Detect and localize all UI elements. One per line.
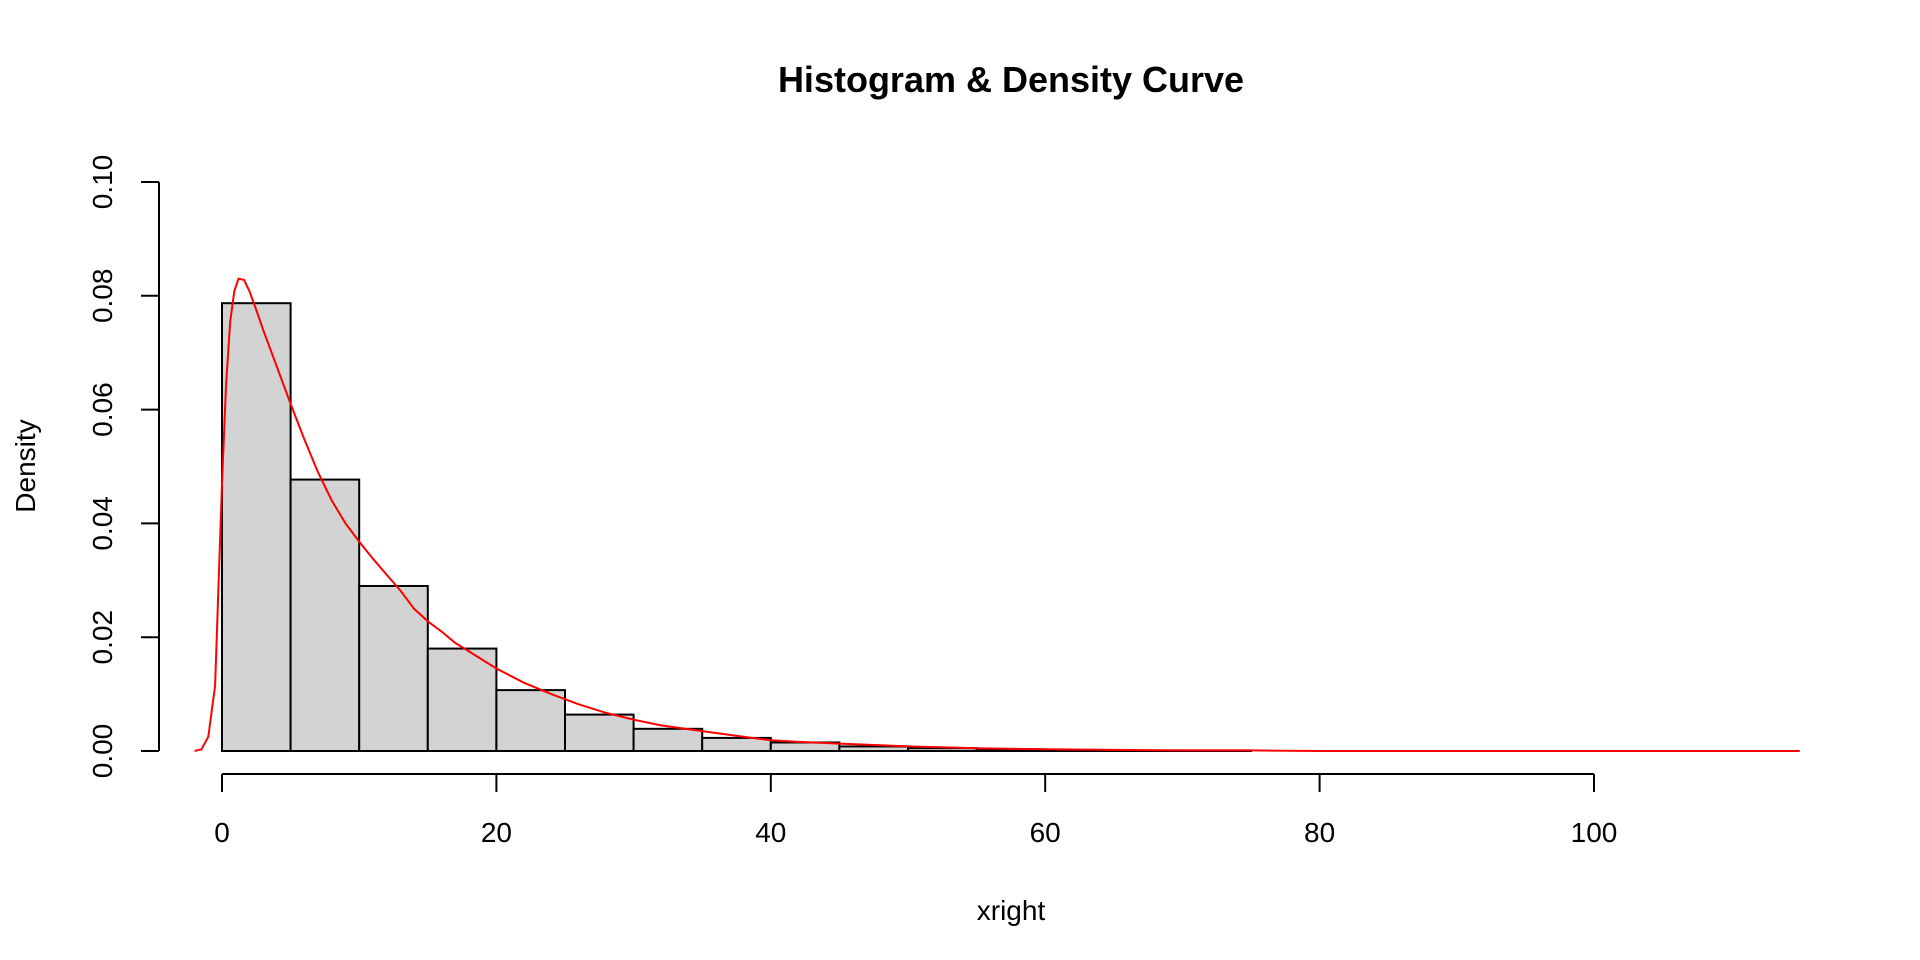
- x-tick-label: 100: [1571, 817, 1618, 848]
- histogram-bar: [426, 647, 498, 753]
- x-axis: 0 20 40 60 80 100: [214, 773, 1618, 848]
- histogram-bar: [221, 302, 292, 752]
- y-tick-label: 0.08: [87, 269, 118, 324]
- histogram-bar: [564, 713, 635, 752]
- y-tick-label: 0.10: [87, 155, 118, 210]
- x-tick-label: 40: [755, 817, 786, 848]
- histogram-bar: [838, 745, 910, 752]
- y-tick-label: 0.00: [87, 724, 118, 779]
- histogram-bar: [495, 689, 566, 753]
- x-tick-label: 0: [214, 817, 230, 848]
- x-tick-label: 20: [481, 817, 512, 848]
- y-axis: 0.00 0.02 0.04 0.06 0.08 0.10: [87, 155, 160, 779]
- y-axis-label: Density: [10, 419, 41, 512]
- y-tick-label: 0.02: [87, 610, 118, 665]
- y-tick-label: 0.04: [87, 496, 118, 551]
- chart-title: Histogram & Density Curve: [778, 59, 1244, 100]
- x-tick-label: 80: [1304, 817, 1335, 848]
- density-curve: [194, 277, 1800, 752]
- histogram-bar: [632, 727, 704, 753]
- histogram-bars: [221, 302, 1253, 753]
- histogram-bar: [358, 584, 429, 752]
- y-tick-label: 0.06: [87, 382, 118, 437]
- x-tick-label: 60: [1030, 817, 1061, 848]
- x-axis-label: xright: [977, 895, 1046, 926]
- density-curve-layer: [194, 277, 1800, 752]
- histogram-bar: [289, 478, 361, 752]
